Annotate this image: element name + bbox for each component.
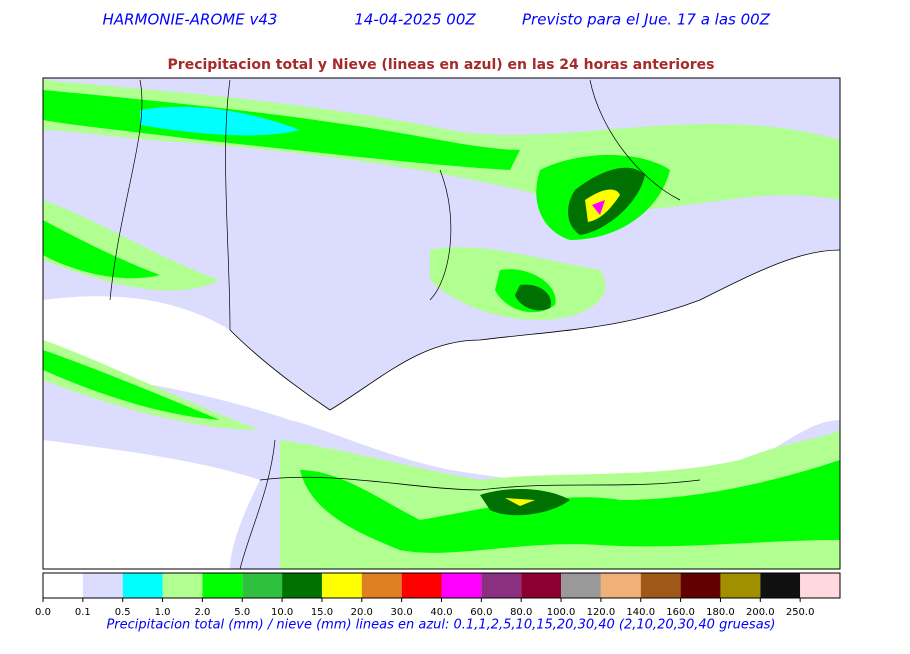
colorbar-swatch [401, 573, 442, 598]
colorbar-label: 10.0 [271, 607, 293, 618]
rain-band [43, 340, 260, 430]
rain-cell [515, 284, 551, 311]
colorbar-swatch [561, 573, 601, 598]
colorbar-swatch [481, 573, 522, 598]
rain-band [300, 460, 840, 553]
colorbar-swatch [600, 573, 641, 598]
colorbar-label: 160.0 [666, 607, 695, 618]
colorbar-label: 140.0 [626, 607, 655, 618]
colorbar-swatch [82, 573, 123, 598]
colorbar-swatch [361, 573, 402, 598]
colorbar-swatch [760, 573, 801, 598]
colorbar-swatch [800, 573, 840, 598]
colorbar-label: 180.0 [706, 607, 735, 618]
caption: Precipitacion total (mm) / nieve (mm) li… [106, 618, 775, 633]
colorbar-swatch [242, 573, 283, 598]
colorbar-label: 1.0 [155, 607, 171, 618]
map-frame [42, 77, 841, 570]
forecast-time: Previsto para el Jue. 17 a las 00Z [522, 11, 771, 29]
rain-band [43, 220, 160, 279]
colorbar-swatch [521, 573, 562, 598]
colorbar-label: 200.0 [746, 607, 775, 618]
run-time: 14-04-2025 00Z [354, 11, 476, 29]
colorbar-label: 5.0 [234, 607, 250, 618]
rain-band [43, 350, 220, 420]
colorbar-swatch [321, 573, 362, 598]
colorbar-label: 100.0 [547, 607, 576, 618]
colorbar-swatch [122, 573, 163, 598]
map [42, 77, 841, 570]
coastline [229, 249, 840, 491]
rain-band [140, 106, 300, 136]
colorbar-label: 120.0 [587, 607, 616, 618]
colorbar-label: 0.5 [115, 607, 131, 618]
sea [43, 250, 840, 487]
rain-cell [505, 498, 535, 506]
colorbar-label: 20.0 [351, 607, 373, 618]
subtitle: Precipitacion total y Nieve (lineas en a… [168, 57, 715, 73]
colorbar-swatch [43, 573, 83, 598]
colorbar-label: 40.0 [430, 607, 452, 618]
colorbar-swatch [441, 573, 482, 598]
colorbar-label: 80.0 [510, 607, 532, 618]
colorbar: 0.0 0.1 0.5 1.0 2.0 5.0 10.0 15.0 20.0 30.0 40.0 60… [35, 572, 841, 618]
colorbar-label: 2.0 [194, 607, 210, 618]
border [109, 79, 681, 569]
colorbar-swatch [720, 573, 761, 598]
colorbar-swatch [162, 573, 203, 598]
dry-area [43, 440, 260, 569]
colorbar-label: 15.0 [311, 607, 333, 618]
colorbar-label: 250.0 [786, 607, 815, 618]
colorbar-swatch [282, 573, 322, 598]
colorbar-swatch [680, 573, 721, 598]
colorbar-swatch [640, 573, 681, 598]
colorbar-swatch [202, 573, 243, 598]
rain-cell [592, 200, 605, 215]
model-name: HARMONIE-AROME v43 [103, 11, 278, 29]
colorbar-label: 30.0 [391, 607, 413, 618]
colorbar-label: 60.0 [470, 607, 492, 618]
colorbar-label: 0.1 [75, 607, 91, 618]
colorbar-label: 0.0 [35, 607, 51, 618]
